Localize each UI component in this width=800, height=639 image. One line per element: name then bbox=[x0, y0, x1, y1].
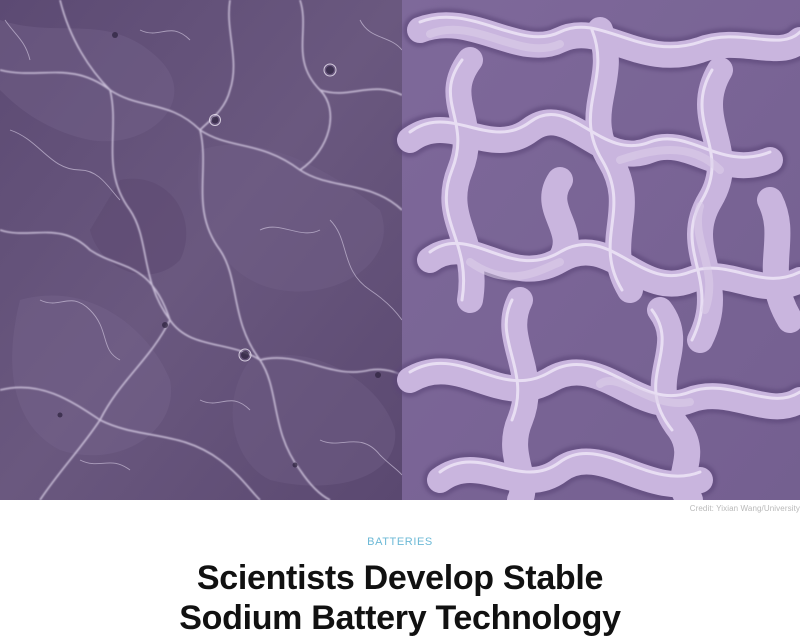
microscopy-image bbox=[0, 0, 800, 500]
article-title-line-2: Sodium Battery Technology bbox=[179, 599, 621, 637]
hero-image bbox=[0, 0, 800, 500]
article-title-line-1: Scientists Develop Stable bbox=[196, 559, 604, 597]
article-title: Scientists Develop Stable Sodium Battery… bbox=[0, 558, 800, 638]
right-panel-dendritic-structure bbox=[393, 0, 800, 500]
category-label[interactable]: BATTERIES bbox=[367, 536, 433, 548]
image-credit: Credit: Yixian Wang/University bbox=[689, 504, 800, 513]
left-panel-dense-surface bbox=[0, 0, 403, 500]
